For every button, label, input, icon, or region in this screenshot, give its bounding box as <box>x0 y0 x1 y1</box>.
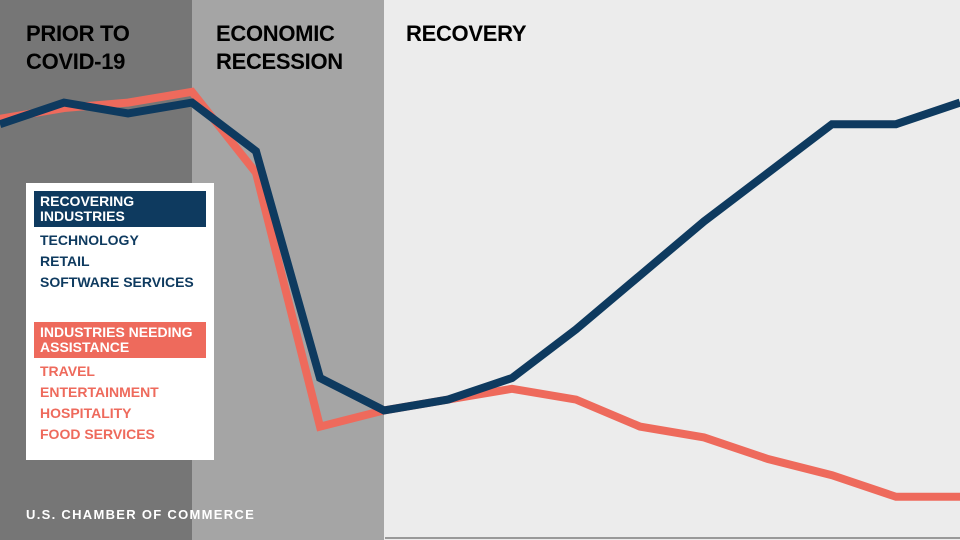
phase-label-prior: PRIOR TO COVID-19 <box>26 21 130 74</box>
phase-label-recovery: RECOVERY <box>406 21 527 46</box>
legend: RECOVERING INDUSTRIES TECHNOLOGY RETAIL … <box>26 183 214 460</box>
legend-item: SOFTWARE SERVICES <box>40 274 194 290</box>
series-line-assistance <box>0 87 960 501</box>
legend-item: HOSPITALITY <box>40 405 132 421</box>
legend-item: TECHNOLOGY <box>40 232 139 248</box>
legend-item: FOOD SERVICES <box>40 426 155 442</box>
phase-band-2 <box>384 0 960 540</box>
legend-header-assistance: INDUSTRIES NEEDING ASSISTANCE <box>34 322 206 358</box>
phase-label-recession: ECONOMIC RECESSION <box>216 21 343 74</box>
series-line-recovering <box>0 98 960 415</box>
legend-header-recovering: RECOVERING INDUSTRIES <box>34 191 206 227</box>
legend-item: RETAIL <box>40 253 90 269</box>
legend-item: ENTERTAINMENT <box>40 384 159 400</box>
legend-item: TRAVEL <box>40 363 95 379</box>
footer-credit: U.S. CHAMBER OF COMMERCE <box>26 507 256 522</box>
